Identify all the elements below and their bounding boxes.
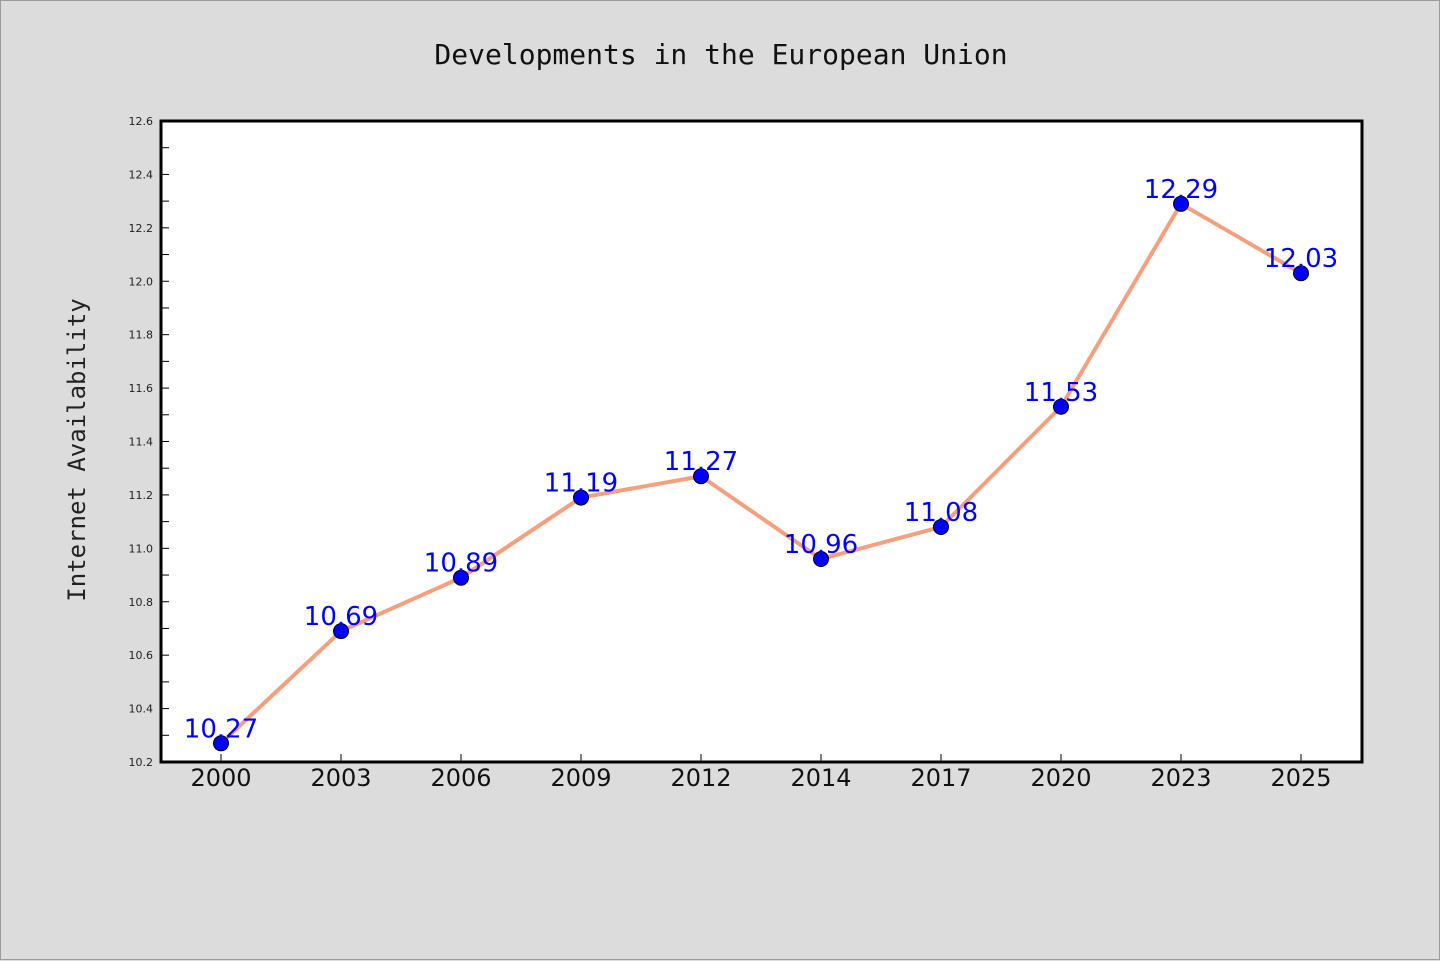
y-tick-label: 12.0 xyxy=(129,275,154,288)
x-tick-label: 2017 xyxy=(910,764,971,792)
y-tick-label: 10.6 xyxy=(129,649,154,662)
x-axis: 2000 2003 2006 2009 2012 2014 2017 2020 2023 2025 xyxy=(190,754,1332,792)
data-point xyxy=(453,569,469,586)
data-label: 10.96 xyxy=(784,530,858,560)
data-label: 10.69 xyxy=(304,602,378,632)
y-tick-label: 10.4 xyxy=(129,703,154,716)
x-tick-label: 2020 xyxy=(1030,764,1091,792)
data-label: 12.03 xyxy=(1264,244,1338,274)
y-tick-label: 12.6 xyxy=(129,115,154,128)
data-point xyxy=(1173,195,1189,212)
y-tick-label: 10.2 xyxy=(129,756,154,769)
y-tick-label: 11.6 xyxy=(129,382,154,395)
x-tick-label: 2000 xyxy=(190,764,251,792)
x-tick-label: 2012 xyxy=(670,764,731,792)
series-line xyxy=(219,201,1303,746)
x-tick-label: 2023 xyxy=(1150,764,1211,792)
data-point xyxy=(213,735,229,752)
data-label: 10.89 xyxy=(424,549,498,579)
x-tick-label: 2025 xyxy=(1270,764,1331,792)
y-axis: 10.2 10.4 10.6 10.8 11.0 11.2 11.4 11.6 11.8 12.0… xyxy=(129,115,169,769)
x-tick-label: 2009 xyxy=(550,764,611,792)
data-labels-group: 10.27 10.69 10.89 11.19 11.27 10.96 11.08 11.53… xyxy=(184,175,1338,745)
data-point xyxy=(813,551,829,568)
data-point xyxy=(933,518,949,535)
y-tick-label: 11.2 xyxy=(129,489,154,502)
plot-area xyxy=(159,119,1364,764)
x-tick-label: 2003 xyxy=(310,764,371,792)
data-label: 11.27 xyxy=(664,447,738,477)
series-line-group xyxy=(213,195,1309,752)
y-tick-label: 10.8 xyxy=(129,596,154,609)
data-label: 10.27 xyxy=(184,714,258,744)
x-tick-label: 2014 xyxy=(790,764,851,792)
y-tick-label: 12.4 xyxy=(129,168,154,181)
data-point xyxy=(693,468,709,485)
data-point xyxy=(1053,398,1069,415)
y-tick-label: 12.2 xyxy=(129,222,154,235)
chart-title: Developments in the European Union xyxy=(434,38,1007,71)
y-axis-label: Internet Availability xyxy=(63,298,91,601)
y-tick-label: 11.4 xyxy=(129,436,154,449)
data-point xyxy=(1293,265,1309,282)
y-tick-label: 11.8 xyxy=(129,329,154,342)
data-label: 11.08 xyxy=(904,498,978,528)
y-tick-label: 11.0 xyxy=(129,542,154,555)
data-label: 11.19 xyxy=(544,469,618,499)
data-point xyxy=(573,489,589,506)
data-label: 12.29 xyxy=(1144,175,1218,205)
x-tick-label: 2006 xyxy=(430,764,491,792)
data-label: 11.53 xyxy=(1024,378,1098,408)
data-point xyxy=(333,623,349,640)
